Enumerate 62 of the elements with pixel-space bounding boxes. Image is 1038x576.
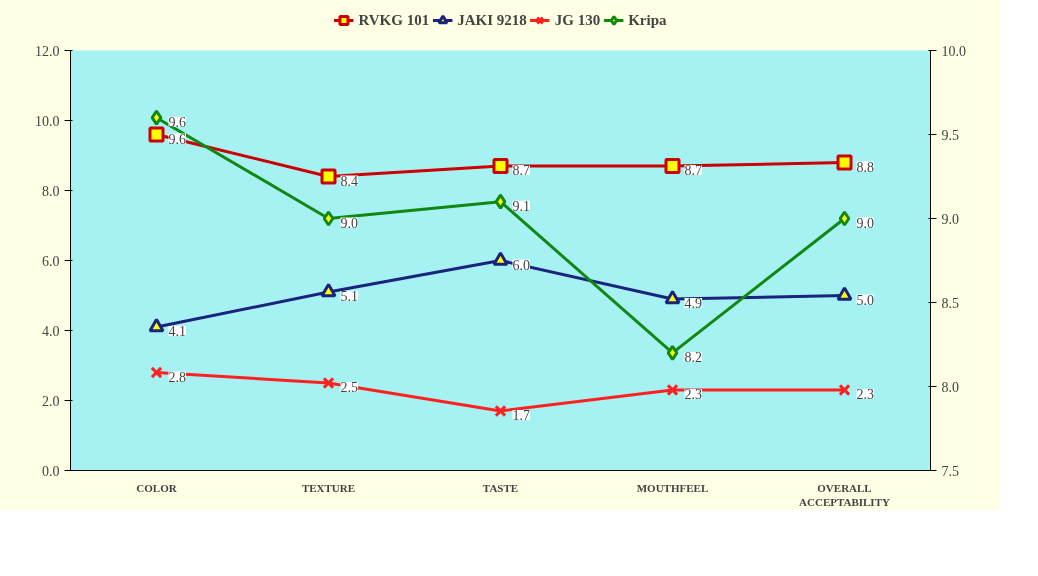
- point: [150, 366, 163, 379]
- y-tick-label: 12.0: [35, 43, 60, 59]
- point: [666, 383, 679, 397]
- x-tick-label: OVERALL ACCEPTABILITY: [799, 481, 890, 508]
- y2-tick-label: 9.0: [941, 211, 959, 227]
- y2-tick-label: 8.0: [941, 379, 959, 395]
- data-label: 2.5: [340, 380, 358, 395]
- y2-tick-label: 7.5: [941, 463, 959, 479]
- data-label: 9.0: [340, 215, 358, 231]
- point: [492, 158, 509, 174]
- data-label: 4.1: [168, 324, 186, 339]
- y2-tick-label: 9.5: [941, 127, 959, 143]
- data-label: 1.7: [512, 408, 530, 423]
- data-label: 5.1: [340, 289, 358, 304]
- legend-label: JAKI 9218: [457, 11, 527, 29]
- y-tick-label: 8.0: [42, 183, 60, 199]
- x-tick-label: TEXTURE: [301, 481, 356, 494]
- point: [838, 210, 851, 227]
- point: [836, 154, 853, 171]
- point: [494, 404, 507, 418]
- point: [838, 383, 851, 397]
- y2-tick-label: 8.5: [941, 295, 959, 311]
- data-label: 6.0: [512, 257, 530, 273]
- y-tick-label: 10.0: [35, 113, 60, 129]
- y-tick-label: 4.0: [42, 323, 60, 339]
- x-tick-label: COLOR: [136, 481, 178, 494]
- point: [666, 344, 679, 361]
- data-label: 5.0: [856, 292, 874, 308]
- data-label: 9.1: [512, 198, 530, 214]
- y-tick-label: 2.0: [42, 393, 60, 409]
- point: [148, 126, 165, 143]
- x-tick-label: TASTE: [482, 481, 519, 494]
- data-label: 8.4: [340, 173, 358, 189]
- data-label: 2.8: [168, 369, 186, 385]
- point: [492, 251, 509, 266]
- point: [322, 376, 335, 390]
- data-label: 8.7: [512, 163, 530, 178]
- x-tick-label: MOUTHFEEL: [636, 481, 709, 494]
- point: [322, 210, 335, 227]
- legend-label: JG 130: [554, 11, 601, 29]
- point: [664, 289, 681, 305]
- data-label: 9.0: [856, 215, 874, 231]
- y-tick-label: 6.0: [42, 253, 60, 269]
- point: [320, 282, 337, 298]
- data-label: 4.9: [684, 296, 702, 311]
- data-label: 8.7: [684, 163, 702, 178]
- legend-label: RVKG 101: [358, 11, 430, 29]
- data-label: 8.8: [856, 159, 874, 175]
- legend-label: Kripa: [628, 11, 667, 29]
- data-label: 9.6: [168, 114, 186, 130]
- data-label: 9.6: [168, 131, 186, 147]
- point: [150, 109, 163, 126]
- point: [664, 158, 681, 174]
- data-label: 2.3: [856, 387, 874, 402]
- data-label: 2.3: [684, 387, 702, 402]
- point: [836, 286, 853, 301]
- point: [320, 168, 337, 185]
- point: [148, 317, 165, 333]
- data-label: 8.2: [684, 349, 702, 365]
- y2-tick-label: 10.0: [941, 43, 966, 59]
- y-tick-label: 0.0: [42, 463, 60, 479]
- point: [494, 193, 507, 210]
